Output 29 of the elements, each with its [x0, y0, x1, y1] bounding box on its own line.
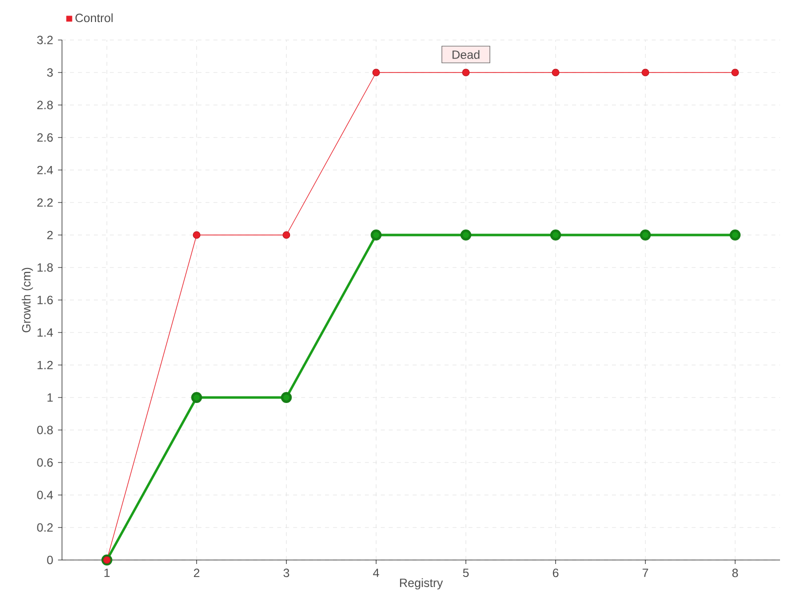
x-tick-label: 2: [194, 568, 200, 578]
y-tick-label: 2.2: [37, 198, 53, 207]
x-tick-label: 6: [552, 568, 558, 578]
y-tick-label: 1.2: [38, 360, 53, 370]
y-tick-label: 0: [47, 556, 53, 564]
y-tick-label: 2.6: [37, 133, 53, 142]
x-tick-label: 1: [104, 568, 110, 577]
y-tick-label: 1.8: [38, 263, 53, 272]
x-tick-label: 3: [284, 568, 290, 578]
annotation: Dead: [452, 50, 480, 59]
y-tick-label: 0.6: [37, 458, 53, 467]
x-tick-label: 7: [642, 568, 648, 577]
y-tick-label: 2.8: [37, 100, 53, 110]
y-axis-title: Growth (cm): [22, 268, 33, 332]
x-tick-label: 5: [463, 568, 469, 578]
y-tick-label: 3: [47, 68, 53, 77]
y-tick-label: 2: [47, 230, 53, 240]
y-tick-label: 3.2: [37, 36, 53, 44]
y-tick-label: 0.2: [37, 523, 53, 532]
y-tick-label: 1.6: [38, 296, 53, 304]
legend-label: Control: [75, 13, 113, 22]
x-tick-label: 8: [732, 568, 738, 578]
y-tick-label: 2.4: [37, 166, 53, 174]
y-tick-label: 1.4: [38, 328, 53, 337]
x-axis-title: Registry: [400, 578, 443, 590]
y-tick-label: 1: [48, 393, 53, 402]
y-tick-label: 0.4: [37, 490, 53, 500]
x-tick-label: 4: [373, 568, 380, 577]
y-tick-label: 0.8: [37, 426, 53, 434]
